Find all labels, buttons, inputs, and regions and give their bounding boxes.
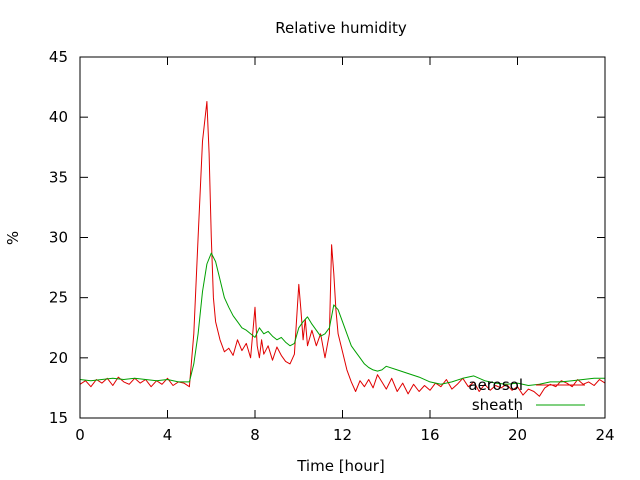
x-tick-label: 8 [250, 426, 260, 444]
y-tick-label: 45 [49, 48, 68, 66]
y-tick-label: 25 [49, 289, 68, 307]
legend-label-sheath: sheath [472, 396, 523, 414]
x-tick-label: 0 [75, 426, 85, 444]
y-tick-label: 30 [49, 229, 68, 247]
plot-frame [79, 56, 606, 419]
series-line-aerosol [79, 101, 606, 397]
y-tick-label: 15 [49, 409, 68, 427]
legend: aerosol sheath [468, 376, 585, 414]
x-tick-label: 12 [333, 426, 352, 444]
x-tick-label: 16 [420, 426, 439, 444]
x-axis-label: Time [hour] [296, 457, 385, 475]
y-axis-label: % [4, 231, 22, 245]
x-tick-label: 4 [163, 426, 173, 444]
series-line-sheath [79, 252, 605, 386]
x-tick-label: 24 [595, 426, 614, 444]
y-tick-label: 20 [49, 349, 68, 367]
chart-title: Relative humidity [275, 19, 407, 37]
y-tick-label: 40 [49, 108, 68, 126]
series-layer [79, 101, 606, 397]
x-tick-label: 20 [508, 426, 527, 444]
y-tick-label: 35 [49, 168, 68, 186]
legend-label-aerosol: aerosol [468, 376, 523, 394]
